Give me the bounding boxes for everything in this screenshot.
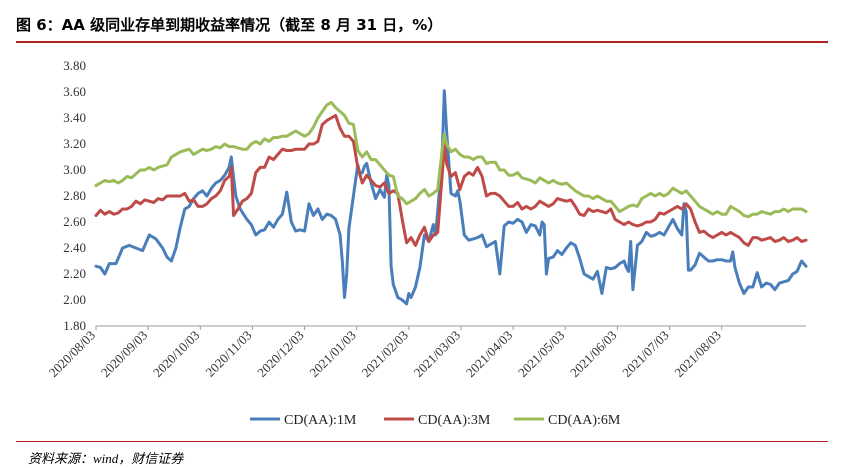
- x-tick-label: 2021/06/03: [567, 328, 619, 380]
- x-tick-label: 2021/02/03: [358, 328, 410, 380]
- x-tick-label: 2021/05/03: [515, 328, 567, 380]
- y-tick-label: 2.40: [63, 240, 86, 255]
- legend-label: CD(AA):3M: [418, 413, 491, 428]
- x-tick-label: 2020/08/03: [46, 328, 98, 380]
- y-tick-label: 3.40: [63, 110, 86, 125]
- legend-label: CD(AA):6M: [548, 413, 621, 428]
- x-tick-label: 2020/12/03: [254, 328, 306, 380]
- legend-label: CD(AA):1M: [284, 413, 357, 428]
- y-tick-label: 2.20: [63, 266, 86, 281]
- x-tick-label: 2020/10/03: [150, 328, 202, 380]
- x-tick-label: 2020/09/03: [98, 328, 150, 380]
- y-tick-label: 2.60: [63, 214, 86, 229]
- y-tick-label: 3.00: [63, 162, 86, 177]
- y-tick-label: 3.20: [63, 136, 86, 151]
- x-tick-label: 2021/03/03: [411, 328, 463, 380]
- y-tick-label: 3.80: [63, 58, 86, 73]
- y-tick-label: 2.80: [63, 188, 86, 203]
- y-tick-label: 1.80: [63, 318, 86, 333]
- series-line-3: [94, 100, 808, 219]
- x-tick-label: 2020/11/03: [202, 328, 254, 380]
- x-tick-label: 2021/08/03: [671, 328, 723, 380]
- x-tick-label: 2021/01/03: [306, 328, 358, 380]
- title-divider: [16, 41, 828, 43]
- series-line-2: [94, 113, 808, 247]
- y-tick-label: 3.60: [63, 84, 86, 99]
- x-tick-label: 2021/07/03: [619, 328, 671, 380]
- source-divider: [16, 441, 828, 442]
- y-tick-label: 2.00: [63, 292, 86, 307]
- chart-title: 图 6：AA 级同业存单到期收益率情况（截至 8 月 31 日，%）: [16, 16, 443, 34]
- source-note: 资料来源：wind，财信证券: [28, 451, 184, 466]
- x-tick-label: 2021/04/03: [463, 328, 515, 380]
- series-line-1: [94, 89, 808, 306]
